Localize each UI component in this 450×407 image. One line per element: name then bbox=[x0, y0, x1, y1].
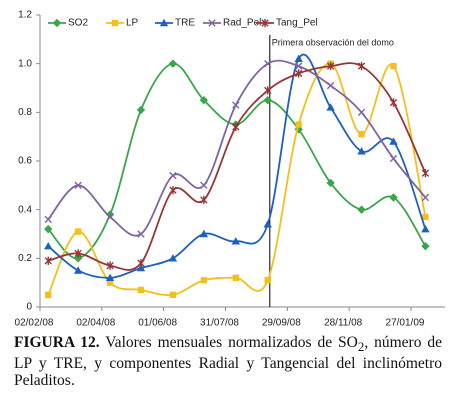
point bbox=[74, 249, 82, 258]
chart: 0 0.2 0.4 0.6 0.8 1.0 1.2 02/02/08 02/04/08 01/06… bbox=[15, 10, 445, 329]
point bbox=[168, 59, 178, 68]
point bbox=[326, 178, 335, 188]
point bbox=[136, 105, 146, 115]
caption-subscript: 2 bbox=[357, 339, 365, 355]
y-tick-label: 1.2 bbox=[18, 10, 32, 21]
caption-label: FIGURA 12. bbox=[14, 334, 100, 351]
point bbox=[137, 286, 145, 294]
point bbox=[421, 241, 430, 251]
point bbox=[421, 224, 430, 233]
point bbox=[231, 237, 241, 245]
point bbox=[264, 277, 271, 284]
point bbox=[422, 213, 429, 221]
point bbox=[326, 103, 335, 111]
x-tick-label: 01/06/08 bbox=[138, 318, 177, 329]
point bbox=[421, 193, 430, 202]
legend-marker bbox=[261, 18, 269, 28]
x-tick-label: 31/07/08 bbox=[200, 318, 239, 329]
point bbox=[263, 220, 272, 228]
point bbox=[105, 210, 115, 219]
point bbox=[200, 181, 208, 190]
legend-label: Tang_Pel bbox=[276, 18, 318, 29]
point bbox=[263, 95, 272, 105]
annotation-text: Primera observación del domo bbox=[272, 37, 394, 47]
point bbox=[106, 261, 114, 270]
point bbox=[44, 241, 53, 250]
point bbox=[232, 122, 240, 132]
point bbox=[358, 131, 365, 138]
point bbox=[390, 62, 397, 70]
caption-text: Valores mensuales normalizados de SO bbox=[99, 334, 358, 351]
point bbox=[137, 259, 145, 268]
point bbox=[199, 229, 209, 238]
y-tick-label: 0.4 bbox=[18, 204, 32, 215]
point bbox=[73, 266, 83, 274]
x-tick-label: 27/01/09 bbox=[386, 318, 425, 329]
point bbox=[421, 168, 430, 178]
point bbox=[264, 86, 272, 95]
point bbox=[106, 279, 114, 286]
point bbox=[74, 181, 82, 190]
point bbox=[74, 228, 82, 235]
point bbox=[232, 274, 240, 281]
point bbox=[294, 54, 303, 62]
series-line bbox=[47, 62, 427, 260]
point bbox=[169, 291, 177, 299]
x-tick-label: 28/11/08 bbox=[324, 318, 363, 329]
point bbox=[294, 69, 303, 78]
legend-marker bbox=[208, 19, 216, 27]
point bbox=[389, 137, 398, 145]
point bbox=[200, 195, 208, 205]
point bbox=[326, 61, 335, 71]
y-tick-label: 0.6 bbox=[18, 156, 32, 167]
legend-label: TRE bbox=[175, 18, 195, 29]
caption: FIGURA 12. Valores mensuales normalizado… bbox=[14, 334, 442, 389]
series-line bbox=[47, 62, 427, 297]
point bbox=[200, 277, 208, 284]
point bbox=[45, 291, 52, 299]
point bbox=[232, 101, 240, 109]
y-tick-label: 0.2 bbox=[18, 253, 32, 264]
point bbox=[389, 193, 398, 202]
y-tick-label: 0.8 bbox=[18, 107, 32, 118]
point bbox=[44, 215, 52, 224]
caption-text: , número de LP y TRE, y componentes Radi… bbox=[14, 334, 442, 390]
legend-label: SO2 bbox=[68, 18, 88, 29]
point bbox=[199, 95, 209, 105]
point bbox=[136, 263, 146, 272]
point bbox=[357, 205, 366, 214]
legend-marker bbox=[52, 18, 62, 28]
point bbox=[357, 61, 366, 71]
point bbox=[357, 108, 366, 117]
point bbox=[294, 62, 303, 70]
x-tick-label: 02/02/08 bbox=[15, 318, 54, 329]
point bbox=[326, 81, 335, 90]
y-tick-label: 0 bbox=[26, 302, 32, 313]
point bbox=[106, 213, 114, 221]
point bbox=[357, 147, 366, 155]
point bbox=[168, 254, 178, 262]
legend-label: Rad_Pel bbox=[223, 18, 261, 29]
point bbox=[389, 154, 398, 163]
legend-marker bbox=[159, 18, 169, 27]
point bbox=[169, 171, 177, 180]
point bbox=[44, 256, 52, 265]
legend-label: LP bbox=[126, 18, 139, 29]
point bbox=[264, 59, 272, 68]
point bbox=[389, 98, 398, 107]
point bbox=[137, 230, 145, 238]
x-tick-label: 29/09/08 bbox=[262, 318, 301, 329]
point bbox=[295, 121, 302, 128]
series-line bbox=[47, 59, 427, 237]
point bbox=[105, 273, 115, 281]
y-tick-label: 1.0 bbox=[18, 58, 32, 69]
legend-marker bbox=[111, 19, 119, 27]
point bbox=[44, 224, 53, 234]
point bbox=[169, 186, 177, 195]
x-tick-label: 02/04/08 bbox=[76, 318, 115, 329]
